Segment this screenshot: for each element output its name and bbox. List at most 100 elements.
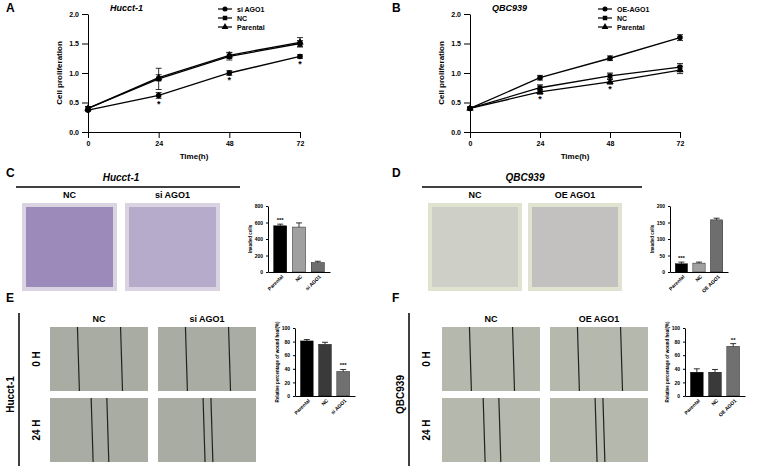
marker <box>677 35 683 41</box>
tick: 600 <box>255 220 268 226</box>
y-axis-title: Invaded cells <box>650 224 655 253</box>
wound-edge <box>107 398 109 462</box>
tick-label: Parental <box>683 397 702 416</box>
legend-item: OE-AGO1 <box>598 6 649 13</box>
tick-label: 0.0 <box>451 129 461 136</box>
error-cap <box>156 68 162 69</box>
tick-label: 40 <box>284 366 290 372</box>
tick-mark <box>464 103 470 104</box>
micrograph <box>50 398 148 462</box>
y-axis-title: Relative percentage of wound heal(%) <box>665 321 670 403</box>
tick: 0.0 <box>69 129 88 136</box>
micrograph-field <box>50 327 148 391</box>
tick-label: 80 <box>674 339 680 345</box>
tick-mark <box>266 206 268 207</box>
tick-mark <box>293 328 295 329</box>
tick: si AGO1 <box>304 273 322 291</box>
annotation: *** <box>340 362 348 368</box>
error-cap <box>296 222 302 223</box>
marker <box>156 93 162 99</box>
legend-label: si AGO1 <box>237 6 264 13</box>
tick-label: 400 <box>255 236 264 242</box>
chart-title: Hucct-1 <box>110 3 143 13</box>
tick-mark <box>668 256 670 257</box>
row-label: 24 H <box>31 419 42 440</box>
tick: 48 <box>226 132 234 147</box>
wound-edge <box>211 398 213 462</box>
image-label: NC <box>93 314 106 324</box>
plot-area <box>675 218 722 272</box>
tick-label: 0 <box>287 393 290 399</box>
bar <box>274 226 287 272</box>
tick-label: OE AGO1 <box>717 397 737 417</box>
tick: 2.0 <box>451 11 470 18</box>
error-cap <box>537 84 543 85</box>
axis: 0.00.51.01.52.0 <box>451 11 470 136</box>
tick: 1.5 <box>69 40 88 47</box>
error-cap <box>694 368 700 369</box>
axis-line <box>269 272 331 273</box>
legend-label: OE-AGO1 <box>617 6 649 13</box>
tick: 200 <box>255 253 268 259</box>
tick-mark <box>683 355 685 356</box>
wound-edge <box>91 398 93 462</box>
error-cap <box>678 262 684 263</box>
series-line <box>470 38 680 109</box>
tick-mark <box>159 132 160 138</box>
figure: AHucct-102448720.00.51.01.52.0Time(h)Cel… <box>0 0 769 473</box>
tick-label: Parental <box>293 397 312 416</box>
tick: Parental <box>683 397 702 416</box>
tick-label: 60 <box>674 352 680 358</box>
bar <box>292 227 305 272</box>
error-bar <box>297 55 303 59</box>
error-cap <box>607 73 613 74</box>
row-label: 0 H <box>421 351 432 367</box>
axis-line <box>471 132 681 133</box>
cell-line-label: Hucct-1 <box>103 172 140 183</box>
annotation: *** <box>678 255 686 261</box>
micrograph <box>442 398 540 462</box>
tick: 60 <box>284 352 295 358</box>
bar <box>311 263 324 272</box>
series-line <box>470 67 680 108</box>
error-bar <box>296 223 302 227</box>
error-cap <box>297 47 303 48</box>
panel-letter: E <box>6 291 14 305</box>
wound-edge <box>499 398 501 462</box>
axis: ParentalNCsi AGO1 <box>293 397 356 416</box>
tick-mark <box>229 132 230 138</box>
marker <box>466 104 473 110</box>
tick: 72 <box>297 132 305 147</box>
micrograph <box>442 327 540 391</box>
error-cap <box>226 60 232 61</box>
error-cap <box>677 63 683 64</box>
micrograph <box>528 203 622 291</box>
tick: 72 <box>677 132 685 147</box>
tick: 150 <box>657 220 670 226</box>
legend-marker <box>602 6 607 11</box>
tick: 1.0 <box>451 70 470 77</box>
error-bar <box>277 224 283 226</box>
tick-label: 0 <box>677 393 680 399</box>
tick-mark <box>668 206 670 207</box>
tick: 0.5 <box>69 99 88 106</box>
axis-line <box>670 207 671 273</box>
tick-label: 40 <box>674 366 680 372</box>
row-label: 24 H <box>421 419 432 440</box>
tick-mark <box>683 342 685 343</box>
bar <box>690 372 703 396</box>
x-axis-title: Time(h) <box>180 152 209 161</box>
tick-label: NC <box>320 397 330 407</box>
error-bar <box>156 92 162 98</box>
axis-line <box>671 272 729 273</box>
tick-label: 80 <box>284 339 290 345</box>
tick: 80 <box>674 339 685 345</box>
tick: 0 <box>287 393 295 399</box>
tick: 20 <box>674 380 685 386</box>
wound-edge <box>229 327 231 391</box>
tick-label: 800 <box>255 203 264 209</box>
tick-label: 200 <box>657 203 666 209</box>
legend-marker <box>222 6 227 11</box>
row-label: 0 H <box>31 351 42 367</box>
tick-label: 60 <box>284 352 290 358</box>
